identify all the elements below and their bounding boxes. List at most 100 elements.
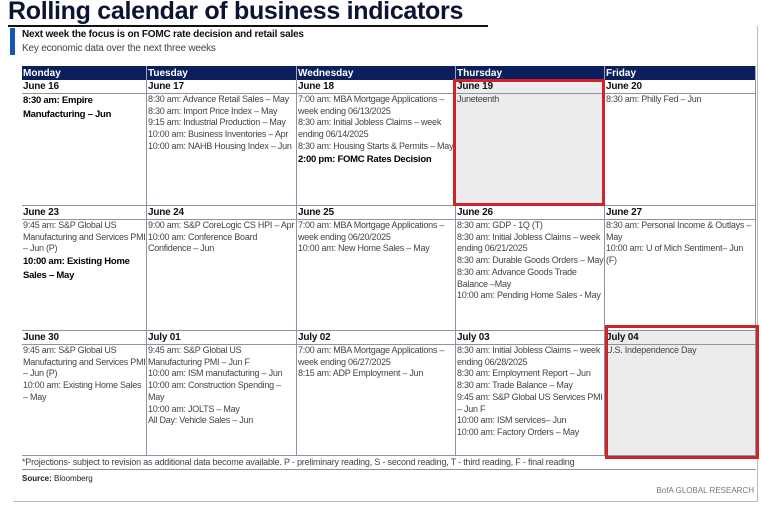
highlight-box-july-04 bbox=[605, 325, 759, 459]
event-list: 8:30 am: Initial Jobless Claims – week e… bbox=[456, 345, 604, 439]
event-item: 10:00 am: New Home Sales – May bbox=[298, 243, 430, 254]
day-cell: July 02 7:00 am: MBA Mortgage Application… bbox=[297, 331, 456, 455]
event-list: 9:45 am: S&P Global US Manufacturing PMI… bbox=[147, 345, 296, 427]
exhibit-frame bbox=[13, 26, 758, 502]
event-item: 8:30 am: Initial Jobless Claims – week e… bbox=[457, 231, 601, 254]
event-item: 8:30 am: Personal Income & Outlays – May bbox=[606, 220, 752, 242]
week-row: June 16 8:30 am: Empire Manufacturing – J… bbox=[22, 80, 756, 206]
event-list: 7:00 am: MBA Mortgage Applications – wee… bbox=[297, 220, 455, 255]
day-cell: June 27 8:30 am: Personal Income & Outlay… bbox=[605, 206, 756, 330]
event-item: 8:30 am: Advance Goods Trade Balance –Ma… bbox=[457, 266, 577, 289]
event-item: 8:30 am: Initial Jobless Claims – week e… bbox=[298, 117, 442, 140]
day-date: July 03 bbox=[456, 331, 604, 345]
event-item: 7:00 am: MBA Mortgage Applications – wee… bbox=[298, 345, 445, 367]
event-item: 8:30 am: Advance Retail Sales – May bbox=[148, 94, 289, 104]
day-cell: June 17 8:30 am: Advance Retail Sales – M… bbox=[147, 80, 297, 205]
day-date: July 01 bbox=[147, 331, 296, 345]
event-list: 7:00 am: MBA Mortgage Applications – wee… bbox=[297, 94, 455, 167]
event-item: 8:30 am: Trade Balance – May bbox=[457, 380, 573, 391]
event-item: 10:00 am: Factory Orders – May bbox=[457, 426, 580, 437]
day-date: June 27 bbox=[605, 206, 755, 220]
event-item: 8:30 am: Durable Goods Orders – May bbox=[457, 255, 604, 266]
brand-label: BofA GLOBAL RESEARCH bbox=[656, 486, 754, 495]
event-item: 7:00 am: MBA Mortgage Applications – wee… bbox=[298, 220, 445, 242]
event-item: 8:30 am: Employment Report – Jun bbox=[457, 368, 591, 379]
event-item: 10:00 am: Existing Home Sales – May bbox=[23, 380, 142, 402]
event-item: 9:00 am: S&P CoreLogic CS HPI – Apr bbox=[148, 220, 295, 230]
day-date: June 25 bbox=[297, 206, 455, 220]
subtitle: Next week the focus is on FOMC rate deci… bbox=[22, 29, 304, 40]
event-item: 8:15 am: ADP Employment – Jun bbox=[298, 368, 424, 379]
day-cell: June 26 8:30 am: GDP - 1Q (T) 8:30 am: Ini… bbox=[456, 206, 605, 330]
event-list: 8:30 am: Philly Fed – Jun bbox=[605, 94, 755, 106]
day-date: June 17 bbox=[147, 80, 296, 94]
event-item: 9:45 am: S&P Global US Services PMI – Ju… bbox=[457, 391, 603, 414]
event-list: Juneteenth bbox=[456, 94, 604, 106]
source-value: Bloomberg bbox=[54, 474, 93, 483]
event-item: 10:00 am: JOLTS – May bbox=[148, 403, 240, 414]
event-item: 7:00 am: MBA Mortgage Applications – wee… bbox=[298, 94, 445, 116]
day-date: June 30 bbox=[22, 331, 146, 345]
holiday-label: U.S. Independence Day bbox=[606, 345, 697, 355]
day-cell: June 16 8:30 am: Empire Manufacturing – J… bbox=[22, 80, 147, 205]
day-cell: June 20 8:30 am: Philly Fed – Jun bbox=[605, 80, 756, 205]
event-list: 8:30 am: Advance Retail Sales – May 8:30 … bbox=[147, 94, 296, 153]
event-list: 9:45 am: S&P Global US Manufacturing and… bbox=[22, 345, 146, 404]
event-item: 8:30 am: Housing Starts & Permits – May bbox=[298, 140, 454, 151]
day-cell: July 01 9:45 am: S&P Global US Manufactur… bbox=[147, 331, 297, 455]
calendar-grid: Monday Tuesday Wednesday Thursday Friday… bbox=[22, 66, 756, 456]
day-date: June 19 bbox=[456, 80, 604, 94]
source-line: Source: Bloomberg bbox=[22, 474, 93, 483]
week-row: June 23 9:45 am: S&P Global US Manufactur… bbox=[22, 206, 756, 331]
event-item: 8:30 am: Import Price Index – May bbox=[148, 105, 278, 116]
event-item: 9:45 am: S&P Global US Manufacturing and… bbox=[23, 220, 146, 254]
event-item: 10:00 am: U of Mich Sentiment– Jun (F) bbox=[606, 243, 744, 266]
day-cell: June 19 Juneteenth bbox=[456, 80, 605, 205]
day-cell: June 25 7:00 am: MBA Mortgage Application… bbox=[297, 206, 456, 330]
title-rule bbox=[8, 25, 488, 27]
event-item: 10:00 am: Business Inventories – Apr bbox=[148, 129, 289, 140]
event-item: 10:00 am: Pending Home Sales - May bbox=[457, 290, 601, 301]
event-item: 10:00 am: ISM manufacturing – Jun bbox=[148, 368, 283, 379]
event-item: 8:30 am: Empire Manufacturing – Jun bbox=[23, 95, 112, 120]
event-list: 9:00 am: S&P CoreLogic CS HPI – Apr 10:00… bbox=[147, 220, 296, 255]
event-item: 10:00 am: Existing Home Sales – May bbox=[23, 256, 130, 282]
day-cell: July 03 8:30 am: Initial Jobless Claims –… bbox=[456, 331, 605, 455]
day-date: July 02 bbox=[297, 331, 455, 345]
weekday-tuesday: Tuesday bbox=[147, 66, 297, 80]
day-date: June 24 bbox=[147, 206, 296, 220]
week-row: June 30 9:45 am: S&P Global US Manufactur… bbox=[22, 331, 756, 456]
event-list: 8:30 am: Empire Manufacturing – Jun bbox=[22, 94, 146, 122]
event-item: 10:00 am: NAHB Housing Index – Jun bbox=[148, 140, 292, 151]
event-item: 9:15 am: Industrial Production – May bbox=[148, 117, 286, 128]
weekday-friday: Friday bbox=[605, 66, 756, 80]
day-date: June 23 bbox=[22, 206, 146, 220]
event-item: 10:00 am: ISM services– Jun bbox=[457, 415, 567, 426]
event-list: 8:30 am: GDP - 1Q (T) 8:30 am: Initial Jo… bbox=[456, 220, 604, 302]
description: Key economic data over the next three we… bbox=[22, 43, 216, 54]
weekday-monday: Monday bbox=[22, 66, 147, 80]
event-item: 9:45 am: S&P Global US Manufacturing and… bbox=[23, 345, 146, 379]
source-label: Source: bbox=[22, 474, 52, 483]
event-list: U.S. Independence Day bbox=[605, 345, 755, 357]
event-item: All Day: Vehicle Sales – Jun bbox=[148, 415, 254, 426]
page-title: Rolling calendar of business indicators bbox=[8, 0, 464, 25]
weekday-wednesday: Wednesday bbox=[297, 66, 456, 80]
event-item: 10:00 am: Construction Spending – May bbox=[148, 380, 281, 402]
day-date: June 26 bbox=[456, 206, 604, 220]
accent-bar bbox=[10, 28, 15, 55]
event-list: 9:45 am: S&P Global US Manufacturing and… bbox=[22, 220, 146, 283]
footnote: *Projections- subject to revision as add… bbox=[22, 457, 756, 470]
day-date: June 16 bbox=[22, 80, 146, 94]
holiday-label: Juneteenth bbox=[457, 94, 500, 104]
event-list: 7:00 am: MBA Mortgage Applications – wee… bbox=[297, 345, 455, 380]
day-cell: June 23 9:45 am: S&P Global US Manufactur… bbox=[22, 206, 147, 330]
day-cell: July 04 U.S. Independence Day bbox=[605, 331, 756, 455]
event-item: 8:30 am: Initial Jobless Claims – week e… bbox=[457, 345, 601, 367]
event-item: 8:30 am: GDP - 1Q (T) bbox=[457, 220, 543, 230]
event-item: 9:45 am: S&P Global US Manufacturing PMI… bbox=[148, 345, 250, 367]
highlight-box-june-19 bbox=[453, 79, 605, 206]
day-cell: June 30 9:45 am: S&P Global US Manufactur… bbox=[22, 331, 147, 455]
day-date: June 18 bbox=[297, 80, 455, 94]
day-date: July 04 bbox=[605, 331, 755, 345]
